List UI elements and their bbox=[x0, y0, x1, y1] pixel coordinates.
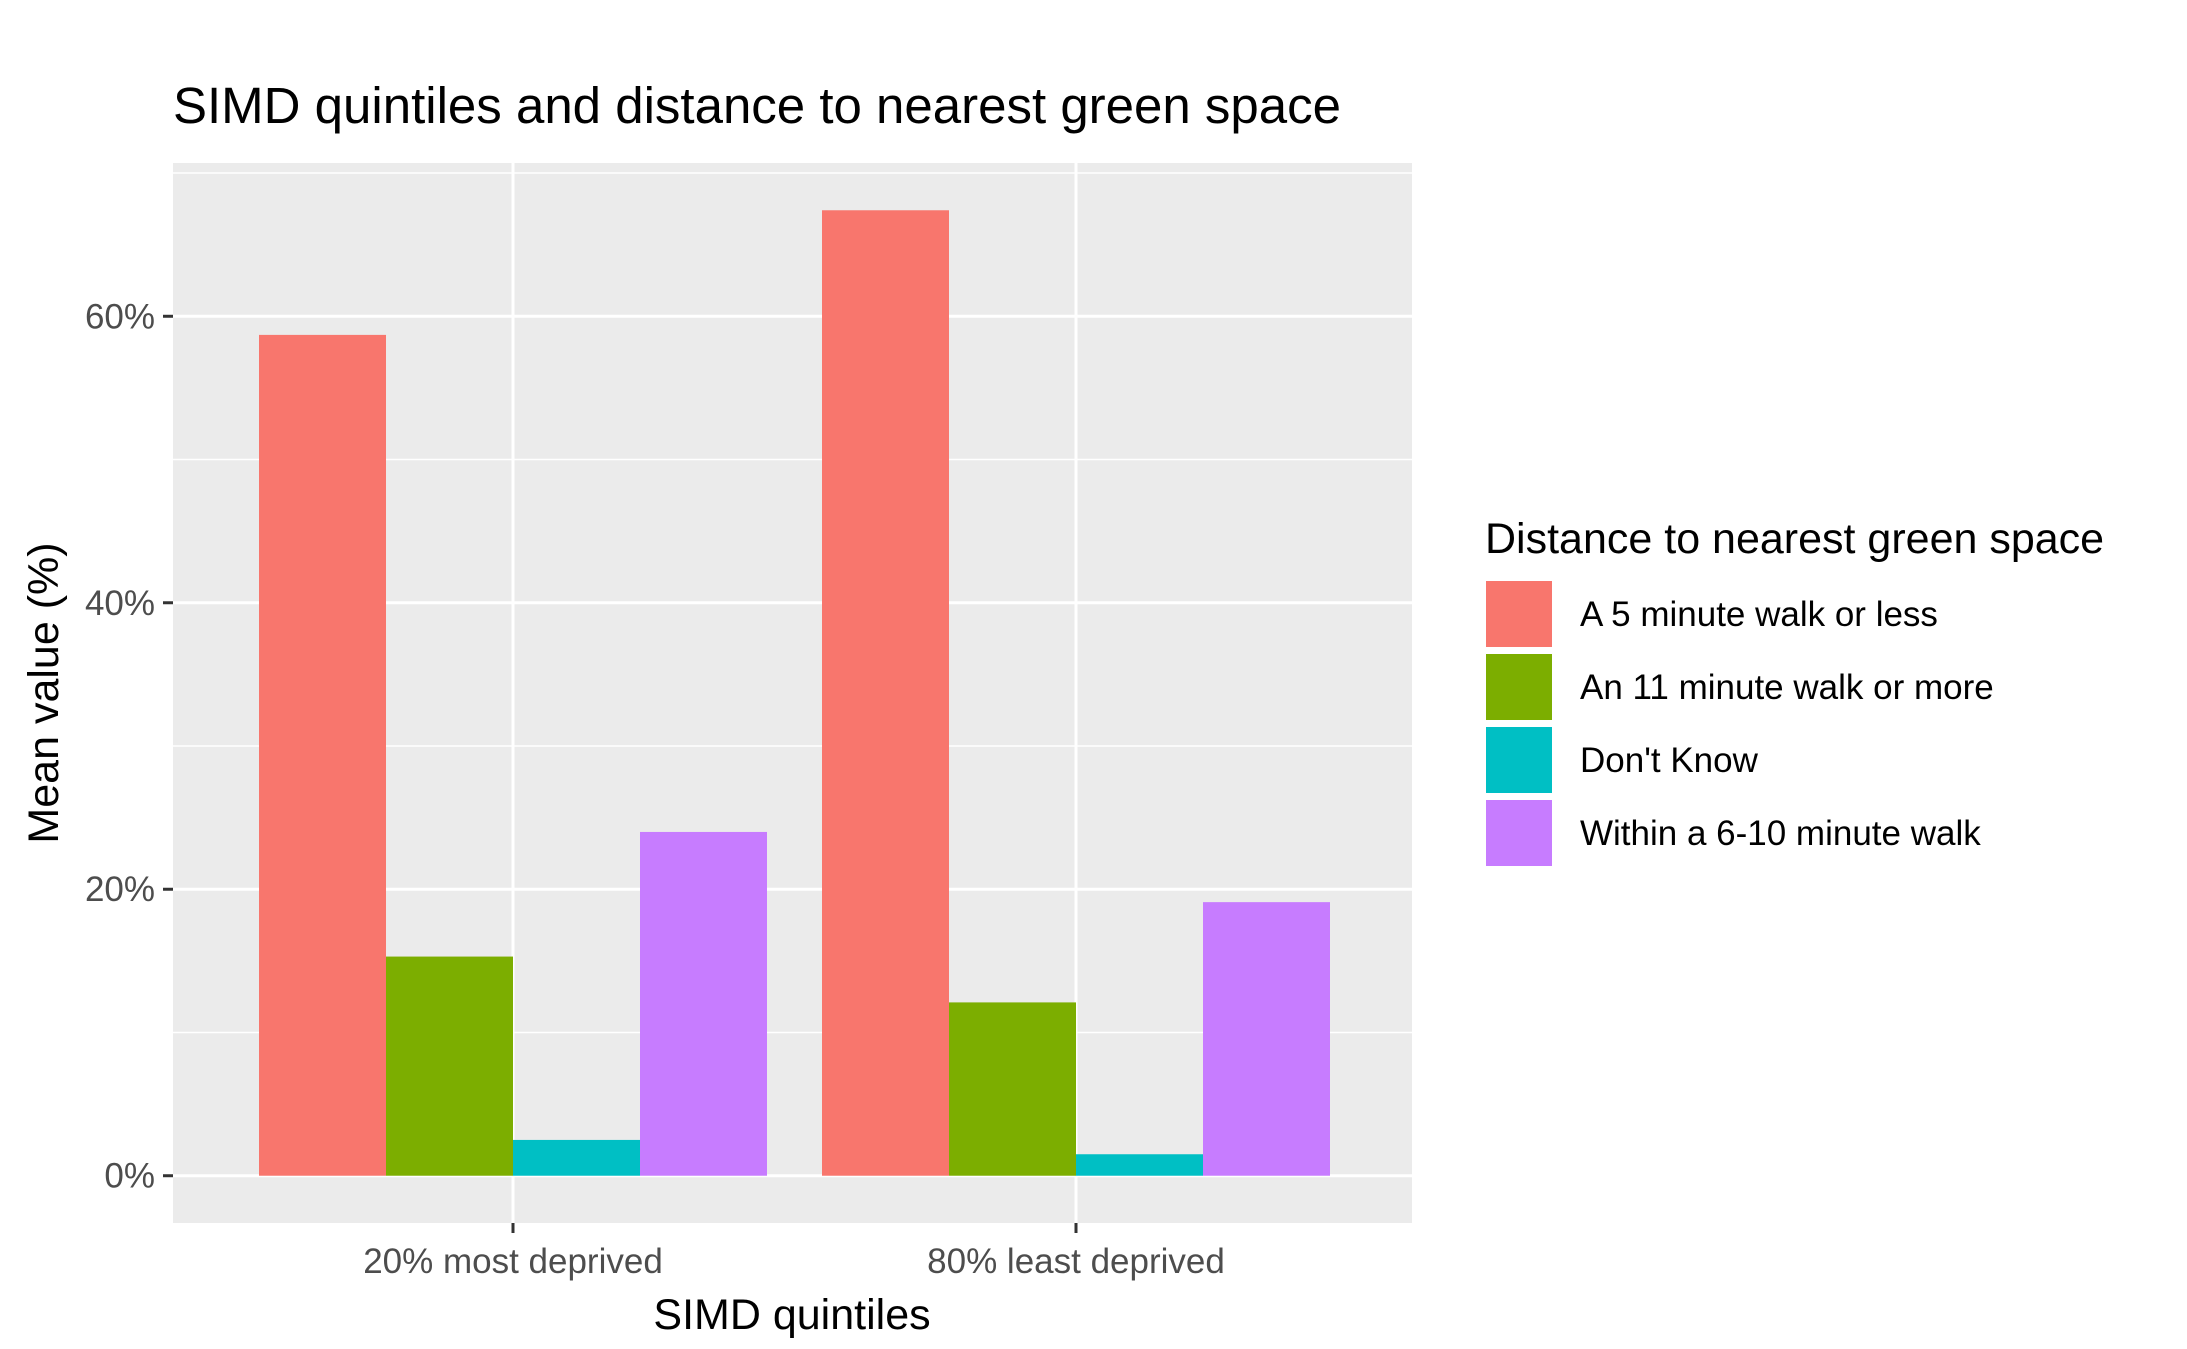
legend-key bbox=[1484, 652, 1554, 722]
legend-key bbox=[1484, 725, 1554, 795]
bar bbox=[949, 1002, 1076, 1176]
bar bbox=[513, 1139, 640, 1176]
legend-label: Within a 6-10 minute walk bbox=[1580, 814, 1981, 853]
y-tick-label: 0% bbox=[104, 1157, 155, 1196]
legend-items: A 5 minute walk or less An 11 minute walk… bbox=[1484, 579, 1994, 868]
bar bbox=[259, 334, 386, 1176]
y-axis: 0% 20% 40% 60% bbox=[85, 297, 173, 1196]
bar bbox=[822, 210, 949, 1176]
x-axis-title: SIMD quintiles bbox=[653, 1291, 930, 1339]
bar bbox=[1076, 1154, 1203, 1176]
y-tick-label: 60% bbox=[85, 297, 155, 336]
x-axis: 20% most deprived 80% least deprived bbox=[363, 1223, 1225, 1281]
bars bbox=[259, 210, 1330, 1176]
y-axis-title: Mean value (%) bbox=[20, 542, 68, 843]
legend-label: Don't Know bbox=[1580, 741, 1759, 780]
bar bbox=[386, 956, 513, 1176]
x-tick-label: 20% most deprived bbox=[363, 1242, 663, 1281]
legend-key bbox=[1484, 579, 1554, 649]
legend: Distance to nearest green space A 5 minu… bbox=[1484, 515, 2104, 868]
chart-title: SIMD quintiles and distance to nearest g… bbox=[173, 77, 1341, 134]
legend-title: Distance to nearest green space bbox=[1485, 515, 2104, 563]
y-tick-label: 40% bbox=[85, 584, 155, 623]
legend-key bbox=[1484, 798, 1554, 868]
x-tick-label: 80% least deprived bbox=[927, 1242, 1225, 1281]
bar bbox=[640, 831, 767, 1176]
bar bbox=[1203, 902, 1330, 1176]
y-tick-label: 20% bbox=[85, 870, 155, 909]
legend-label: A 5 minute walk or less bbox=[1580, 595, 1938, 634]
legend-label: An 11 minute walk or more bbox=[1580, 668, 1994, 707]
